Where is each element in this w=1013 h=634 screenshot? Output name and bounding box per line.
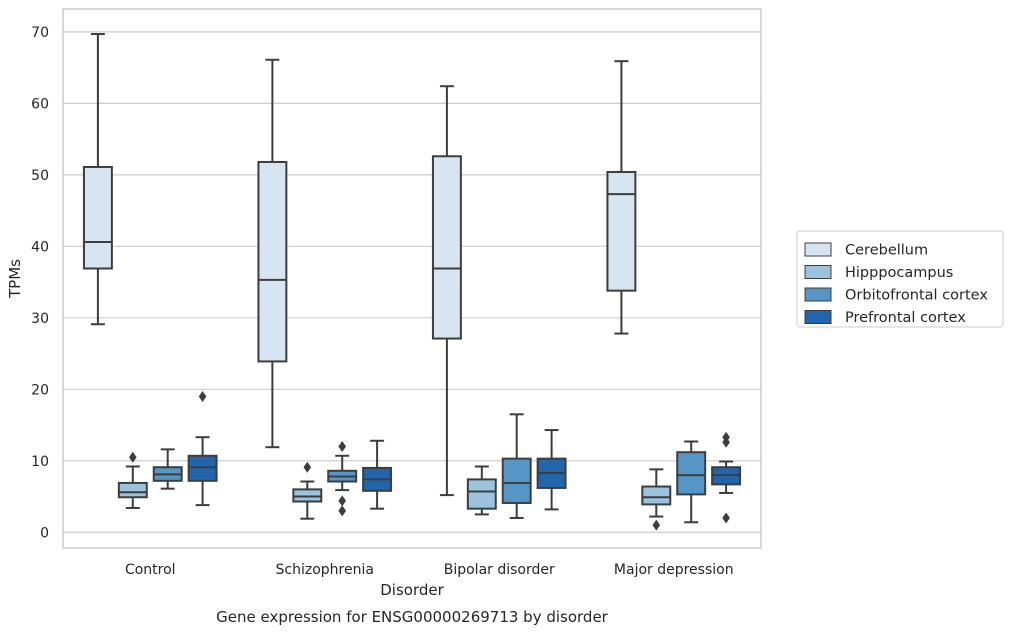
box-iqr <box>466 478 497 510</box>
legend: Cerebellum Hipppocampus Orbitofrontal cort… <box>796 230 1004 328</box>
box <box>536 429 567 511</box>
box <box>362 439 393 510</box>
figure-caption: Gene expression for ENSG00000269713 by d… <box>216 608 609 626</box>
legend-label: Orbitofrontal cortex <box>845 288 988 304</box>
y-axis-label: TPMs <box>6 259 24 299</box>
box-iqr <box>676 451 707 496</box>
outlier-point <box>338 495 346 507</box>
outlier-point <box>338 505 346 517</box>
box <box>292 461 323 520</box>
box-iqr <box>641 485 672 506</box>
y-axis-ticks: 0 10 20 30 40 50 60 70 <box>31 25 49 541</box>
x-axis-label: Disorder <box>380 581 444 599</box>
boxes <box>82 33 742 531</box>
outlier-point <box>198 390 207 402</box>
y-tick-label: 30 <box>31 311 49 327</box>
y-tick-label: 20 <box>31 382 49 398</box>
y-tick-label: 60 <box>31 96 49 112</box>
legend-swatch <box>804 242 832 257</box>
gridlines <box>63 31 761 533</box>
box <box>431 85 462 497</box>
box-iqr <box>501 457 532 504</box>
y-tick-label: 50 <box>31 168 49 184</box>
y-tick-label: 10 <box>31 454 49 470</box>
legend-frame <box>796 230 1004 328</box>
box-iqr <box>187 454 218 482</box>
y-tick-label: 70 <box>31 25 49 41</box>
outlier-point <box>722 436 730 448</box>
box <box>606 60 637 335</box>
box <box>187 390 218 507</box>
box <box>257 58 288 449</box>
x-tick-label: Major depression <box>614 562 734 578</box>
box <box>641 468 672 531</box>
legend-swatch <box>804 265 832 279</box>
legend-swatch <box>804 287 832 302</box>
outlier-point <box>338 440 346 452</box>
outlier-point <box>303 461 312 473</box>
box <box>676 440 707 524</box>
x-axis-ticks: Control Schizophrenia Bipolar disorder Majo… <box>125 562 734 578</box>
outlier-point <box>129 451 137 463</box>
x-tick-label: Bipolar disorder <box>444 562 555 578</box>
x-tick-label: Schizophrenia <box>276 562 374 578</box>
box <box>117 451 148 509</box>
legend-label: Cerebellum <box>845 243 928 259</box>
legend-label: Hipppocampus <box>845 265 953 281</box>
box <box>82 33 113 326</box>
legend-items: Cerebellum Hipppocampus Orbitofrontal cort… <box>804 242 988 326</box>
box-iqr <box>606 170 637 292</box>
legend-swatch <box>804 310 832 324</box>
y-tick-label: 40 <box>31 239 49 255</box>
y-tick-label: 0 <box>40 525 49 541</box>
legend-label: Prefrontal cortex <box>845 310 966 326</box>
x-tick-label: Control <box>125 562 176 578</box>
box <box>327 440 358 517</box>
plot-area-frame <box>62 8 762 549</box>
box <box>711 431 742 524</box>
box-iqr <box>117 481 148 499</box>
outlier-point <box>722 512 730 524</box>
box <box>466 465 497 516</box>
outlier-point <box>652 519 661 531</box>
box <box>152 448 183 490</box>
box-iqr <box>82 165 113 270</box>
box <box>501 413 532 519</box>
box-iqr <box>257 160 288 363</box>
box-iqr <box>292 488 323 503</box>
box-iqr <box>431 155 462 340</box>
